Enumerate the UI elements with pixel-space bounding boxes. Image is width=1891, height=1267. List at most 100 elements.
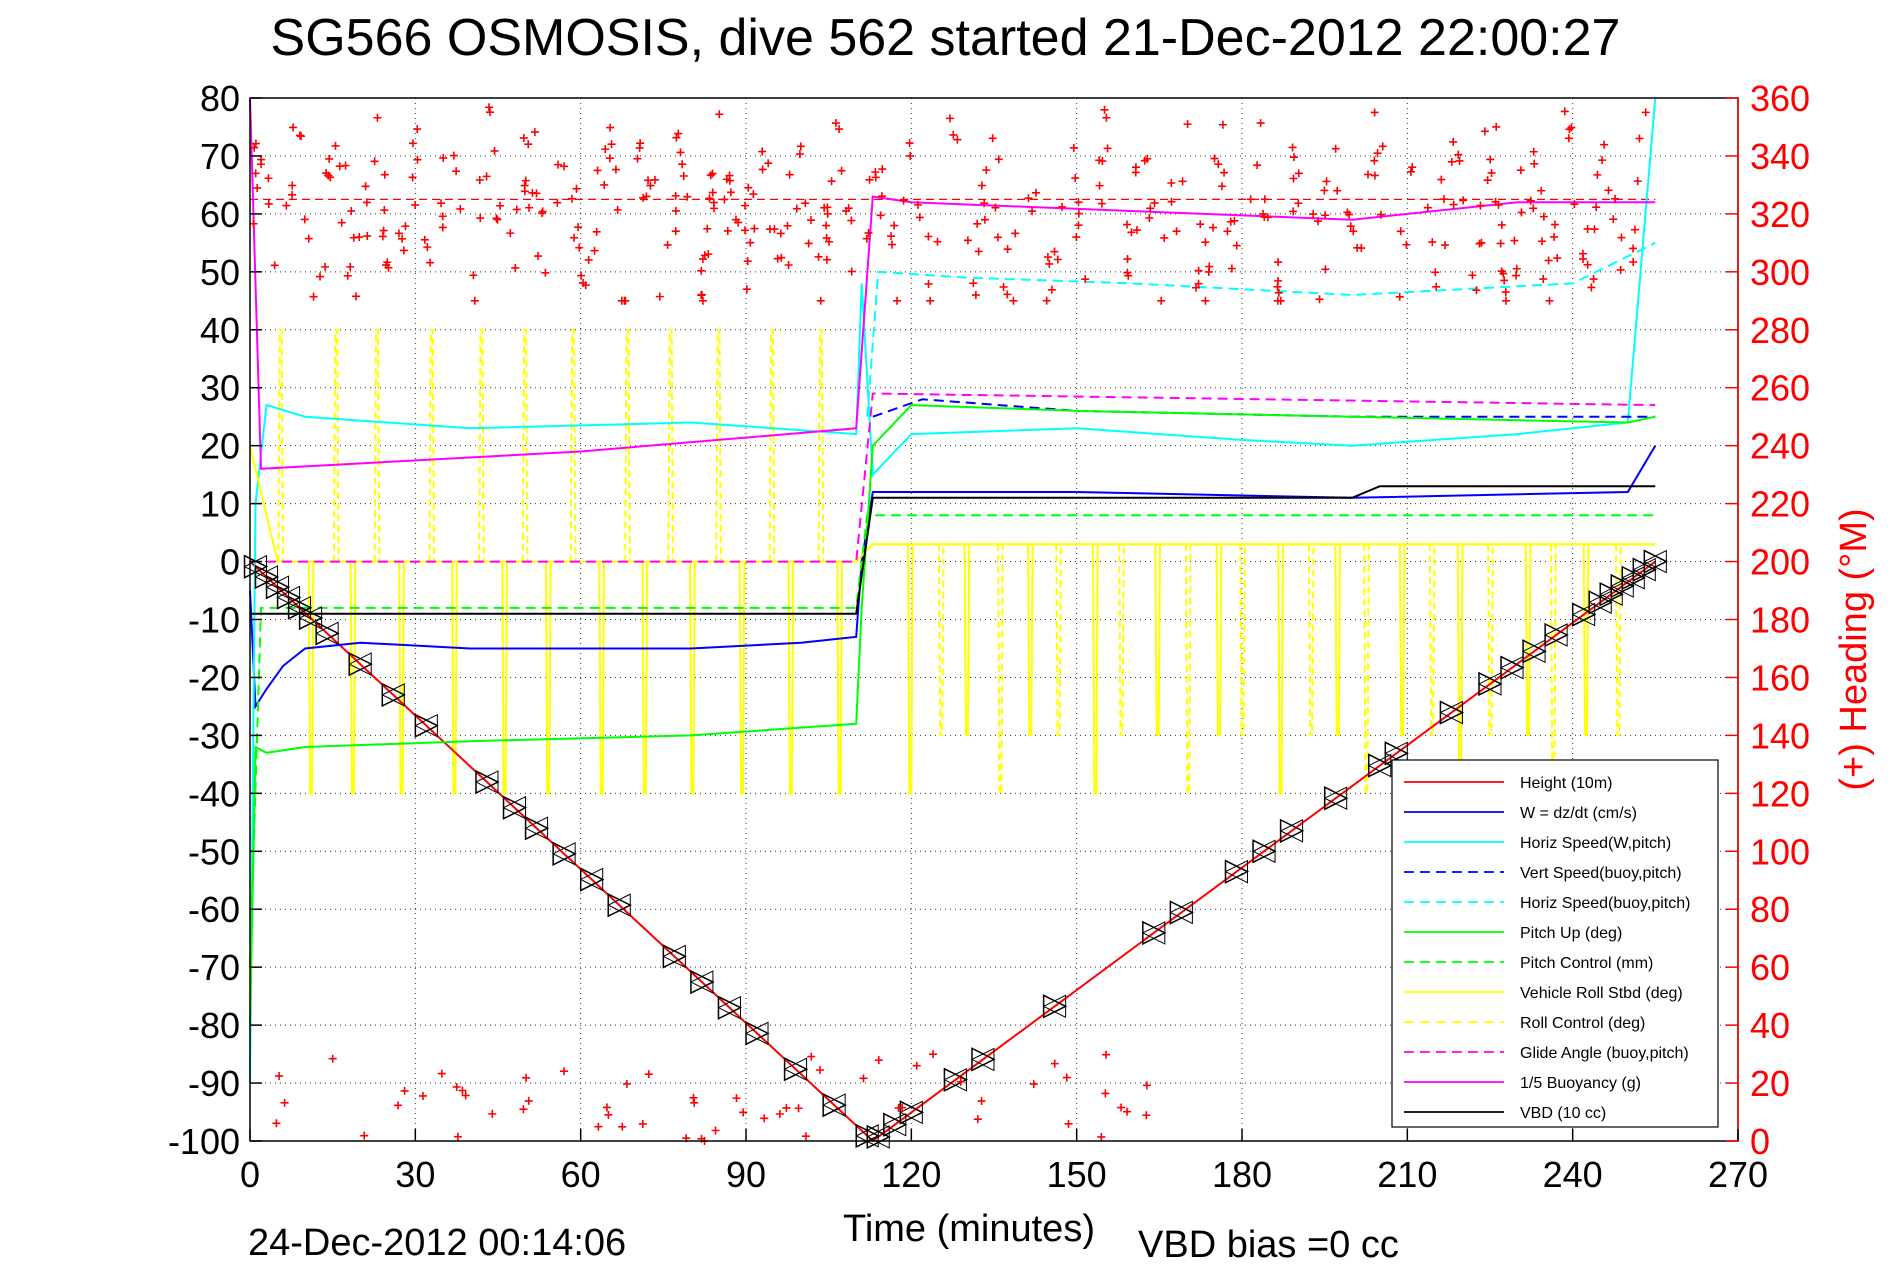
series-lines <box>249 97 1657 1143</box>
heading-marker <box>1214 160 1223 169</box>
heading-marker <box>671 227 680 236</box>
heading-marker <box>524 140 533 149</box>
heading-marker <box>1028 207 1037 216</box>
heading-marker <box>963 236 972 245</box>
heading-marker <box>1537 186 1546 195</box>
x-tick-label: 210 <box>1377 1154 1437 1195</box>
heading-marker <box>449 151 458 160</box>
roll-spike <box>817 328 825 562</box>
heading-marker <box>1629 244 1638 253</box>
heading-marker <box>1127 228 1136 237</box>
roll-spike <box>1398 544 1406 737</box>
axis-ticks: 0 30 60 90 120 150 180 210 240 270 80 70 60 50 40 30 20 1… <box>168 78 1810 1195</box>
heading-marker <box>1578 249 1587 258</box>
heading-marker <box>485 108 494 117</box>
heading-marker <box>1486 155 1495 164</box>
heading-marker <box>1353 243 1362 252</box>
timestamp-label: 24-Dec-2012 00:14:06 <box>248 1222 627 1264</box>
roll-spike <box>428 328 436 562</box>
heading-marker <box>452 167 461 176</box>
heading-marker <box>1472 286 1481 295</box>
heading-marker <box>1289 174 1298 183</box>
heading-marker <box>1516 166 1525 175</box>
legend-label: Horiz Speed(buoy,pitch) <box>1520 895 1690 912</box>
series-line <box>872 398 1656 418</box>
heading-marker <box>1315 295 1324 304</box>
heading-marker <box>994 155 1003 164</box>
heading-marker <box>1496 239 1505 248</box>
roll-spike <box>1026 544 1034 737</box>
roll-spike <box>544 561 552 795</box>
heading-marker <box>1123 1107 1132 1116</box>
heading-marker <box>600 180 609 189</box>
heading-marker <box>1074 221 1083 230</box>
heading-marker <box>801 199 810 208</box>
heading-marker <box>874 1056 883 1065</box>
heading-marker <box>1256 119 1265 128</box>
heading-marker <box>758 147 767 156</box>
heading-marker <box>807 216 816 225</box>
heading-marker <box>708 169 717 178</box>
heading-marker <box>1133 226 1142 235</box>
roll-spike <box>521 328 529 562</box>
series-line <box>866 242 1656 417</box>
heading-marker <box>887 232 896 241</box>
heading-marker <box>1167 197 1176 206</box>
y-tick-label: -10 <box>188 600 240 641</box>
heading-marker <box>1042 296 1051 305</box>
legend-label: Vert Speed(buoy,pitch) <box>1520 865 1682 882</box>
height-marker <box>607 893 631 917</box>
heading-marker <box>297 132 306 141</box>
heading-marker <box>859 1074 868 1083</box>
heading-marker <box>420 235 429 244</box>
heading-marker <box>1454 150 1463 159</box>
heading-marker <box>1539 212 1548 221</box>
heading-marker <box>906 151 915 160</box>
height-marker <box>1141 921 1166 945</box>
y-right-tick-label: 260 <box>1750 368 1810 409</box>
roll-spike <box>937 544 945 737</box>
heading-marker <box>980 215 989 224</box>
y-tick-label: -70 <box>188 947 240 988</box>
roll-spike <box>1582 544 1590 737</box>
heading-marker <box>349 233 358 242</box>
heading-marker <box>720 195 729 204</box>
heading-marker <box>399 246 408 255</box>
heading-marker <box>991 203 1000 212</box>
roll-spike <box>1277 544 1284 795</box>
heading-marker <box>1230 216 1239 225</box>
heading-marker <box>758 165 767 174</box>
heading-marker <box>419 1091 427 1100</box>
y-tick-label: 30 <box>200 368 240 409</box>
heading-marker <box>890 221 899 230</box>
height-marker <box>970 1047 995 1072</box>
heading-marker <box>1009 296 1018 305</box>
heading-marker <box>413 155 422 164</box>
heading-marker <box>792 204 801 213</box>
heading-marker <box>1246 195 1255 204</box>
heading-marker <box>346 262 355 271</box>
heading-marker <box>725 171 734 180</box>
heading-marker <box>538 207 547 216</box>
heading-marker <box>592 227 601 236</box>
heading-marker <box>1440 195 1449 204</box>
heading-marker <box>1447 157 1456 166</box>
heading-marker <box>703 224 712 233</box>
series-line <box>249 97 1656 470</box>
heading-marker <box>1145 213 1154 222</box>
heading-marker <box>512 205 521 214</box>
heading-marker <box>822 255 831 264</box>
heading-marker <box>796 142 805 151</box>
heading-marker <box>328 1054 337 1063</box>
y-tick-label: -80 <box>188 1005 240 1046</box>
y-tick-label: -90 <box>188 1063 240 1104</box>
heading-marker <box>490 146 499 155</box>
heading-marker <box>584 255 593 264</box>
heading-marker <box>1201 296 1210 305</box>
heading-marker <box>521 176 530 185</box>
heading-marker <box>1050 1059 1059 1068</box>
heading-marker <box>864 228 873 237</box>
heading-marker <box>524 1096 533 1105</box>
heading-marker <box>1480 127 1489 136</box>
heading-marker <box>1550 220 1559 229</box>
